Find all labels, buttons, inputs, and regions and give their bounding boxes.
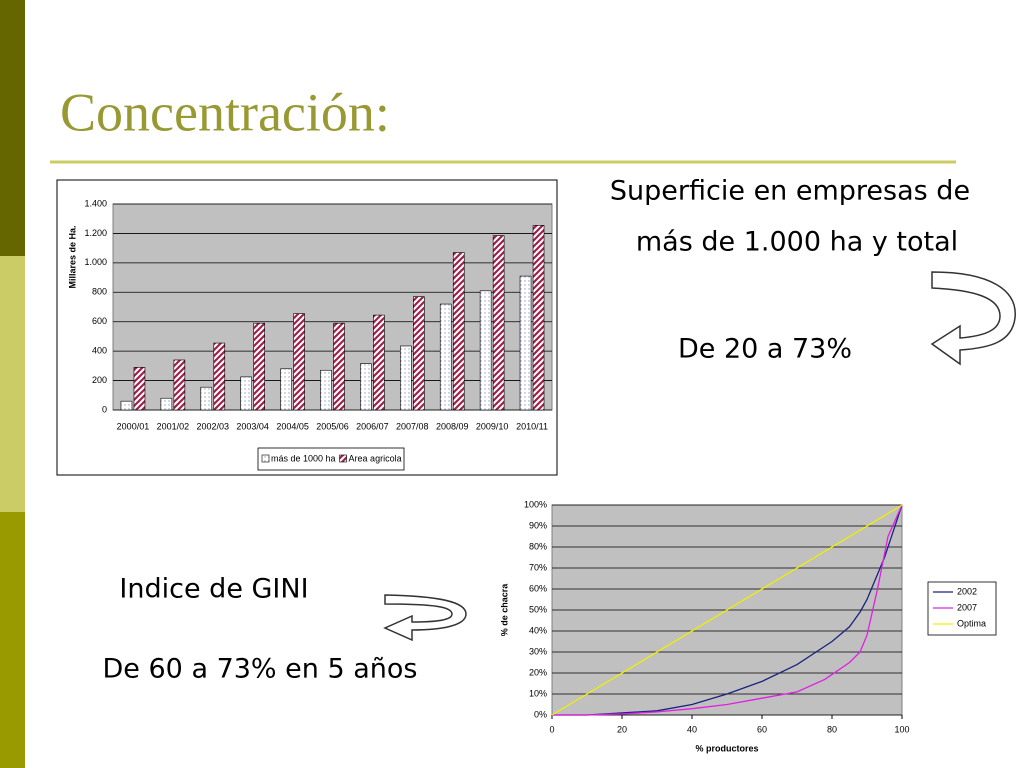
y-tick-label: 0%	[534, 709, 547, 719]
y-tick-label: 1.400	[84, 198, 107, 208]
x-tick-label: 100	[894, 724, 909, 734]
slide-text: más de 1.000 ha y total	[636, 227, 958, 258]
legend-label: 2007	[957, 602, 977, 612]
bar	[452, 252, 465, 411]
x-tick-label: 20	[617, 724, 627, 734]
legend-label: más de 1000 ha	[271, 453, 336, 463]
x-tick-label: 2000/01	[117, 421, 150, 431]
bar	[479, 290, 492, 411]
bar	[133, 367, 146, 411]
x-axis-label: % productores	[695, 743, 758, 753]
bar	[333, 322, 345, 411]
x-tick-label: 2005/06	[316, 421, 349, 431]
bar	[160, 397, 173, 411]
y-axis-label: % de chacra	[499, 583, 509, 637]
series-line	[552, 504, 903, 716]
y-tick-label: 400	[92, 346, 107, 356]
y-tick-label: 80%	[529, 541, 547, 551]
x-tick-label: 40	[687, 724, 697, 734]
plot-area	[112, 203, 553, 411]
slide-text: Superficie en empresas de	[610, 176, 970, 207]
slide-title: Concentración:	[60, 82, 390, 142]
arrow	[383, 594, 467, 642]
bar	[280, 368, 292, 411]
x-tick-label: 2002/03	[196, 421, 229, 431]
legend-swatch	[339, 454, 347, 463]
bar	[400, 345, 412, 411]
y-tick-label: 600	[92, 316, 107, 326]
y-tick-label: 40%	[529, 625, 547, 635]
slide-text: Indice de GINI	[119, 574, 308, 605]
legend-box	[257, 447, 405, 471]
bar	[439, 303, 452, 411]
y-tick-label: 70%	[529, 562, 547, 572]
side-band	[0, 0, 25, 256]
x-tick-label: 0	[549, 724, 554, 734]
bar	[492, 235, 505, 411]
x-tick-label: 2004/05	[276, 421, 309, 431]
bar	[532, 225, 545, 411]
series-line	[551, 504, 903, 716]
bar	[253, 322, 265, 411]
side-band	[0, 512, 25, 768]
bar	[373, 314, 385, 411]
y-tick-label: 50%	[529, 604, 547, 614]
slide-text: De 20 a 73%	[678, 334, 852, 365]
y-tick-label: 1.000	[84, 257, 107, 267]
x-tick-label: 2001/02	[157, 421, 190, 431]
bar	[293, 313, 305, 411]
y-tick-label: 1.200	[84, 228, 107, 238]
arrow	[930, 271, 1016, 366]
legend-label: 2002	[957, 586, 977, 596]
x-tick-label: 80	[827, 724, 837, 734]
y-tick-label: 20%	[529, 667, 547, 677]
legend-label: Area agricola	[349, 453, 402, 463]
y-tick-label: 0	[102, 404, 107, 414]
y-tick-label: 200	[92, 375, 107, 385]
side-band	[0, 256, 25, 512]
bar	[200, 386, 213, 411]
x-tick-label: 2007/08	[396, 421, 429, 431]
x-tick-label: 2008/09	[436, 421, 469, 431]
y-tick-label: 100%	[524, 499, 547, 509]
y-tick-label: 800	[92, 287, 107, 297]
y-tick-label: 10%	[529, 688, 547, 698]
series-line	[552, 504, 903, 716]
x-tick-label: 2006/07	[356, 421, 389, 431]
x-tick-label: 2009/10	[476, 421, 509, 431]
bar	[320, 369, 332, 411]
bar	[519, 275, 532, 411]
x-tick-label: 2010/11	[516, 421, 548, 431]
bar	[213, 342, 226, 411]
legend-swatch	[261, 454, 270, 463]
y-tick-label: 30%	[529, 646, 547, 656]
x-tick-label: 60	[757, 724, 767, 734]
bar	[120, 400, 133, 411]
bar	[240, 376, 252, 411]
bar	[360, 363, 372, 411]
y-tick-label: 90%	[529, 520, 547, 530]
bar	[173, 359, 186, 411]
legend-label: Optima	[957, 618, 986, 628]
y-axis-label: Millares de Ha.	[67, 225, 77, 288]
y-tick-label: 60%	[529, 583, 547, 593]
bar	[413, 296, 425, 411]
slide-text: De 60 a 73% en 5 años	[103, 654, 418, 685]
x-tick-label: 2003/04	[236, 421, 269, 431]
